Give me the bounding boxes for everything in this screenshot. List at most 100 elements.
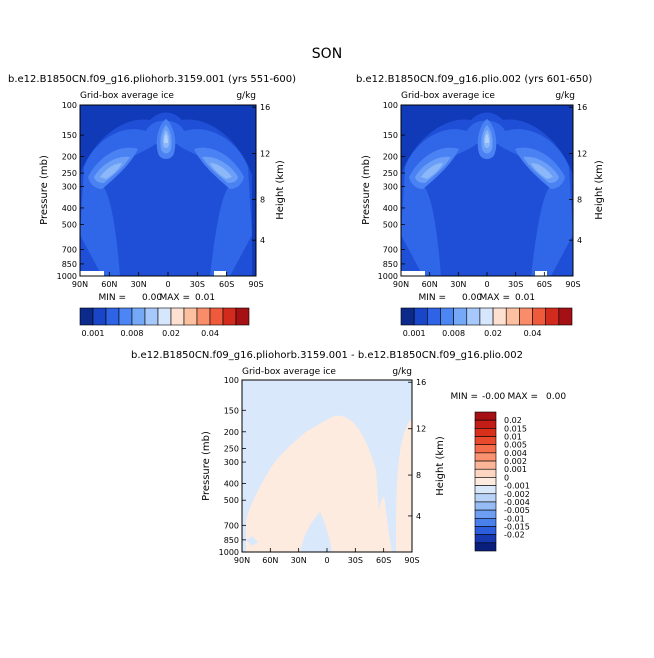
height-tick-label: 8	[416, 471, 421, 480]
colorbar-swatch	[209, 307, 224, 326]
colorbar-label: 0.001	[82, 329, 105, 338]
y-tick-label: 1000	[378, 272, 398, 281]
panel-c-units: g/kg	[392, 367, 412, 377]
colorbar-swatch	[519, 307, 533, 326]
panel-c-yticks: 100 150 200 250 300 400 500 700 850 1000	[219, 376, 246, 557]
height-tick-label: 8	[260, 196, 265, 205]
y-tick-label: 200	[62, 152, 77, 161]
panel-a-max-label: MAX =	[160, 293, 191, 303]
colorbar-swatch	[474, 444, 497, 454]
y-tick-label: 400	[62, 204, 77, 213]
colorbar-label: -0.002	[504, 490, 530, 499]
colorbar-label: -0.01	[504, 514, 525, 523]
panel-b-max-value: 0.01	[515, 293, 535, 303]
x-tick-label: 30S	[348, 556, 363, 565]
colorbar-swatch	[474, 542, 497, 552]
y-tick-label: 250	[62, 169, 77, 178]
x-tick-label: 0	[165, 280, 170, 289]
height-tick-label: 12	[260, 149, 270, 158]
colorbar-swatch	[474, 460, 497, 470]
colorbar-label: 0.004	[504, 449, 527, 458]
colorbar-label: -0.015	[504, 522, 530, 531]
colorbar-swatch	[466, 307, 481, 326]
panel-b-units: g/kg	[555, 91, 575, 101]
panel-b-variable: Grid-box average ice	[401, 91, 495, 101]
panel-c-heatmap	[242, 380, 412, 552]
panel-c-max-label: MAX =	[508, 392, 539, 402]
panel-c-title: b.e12.B1850CN.f09_g16.pliohorb.3159.001 …	[131, 350, 523, 361]
colorbar-swatch	[474, 485, 497, 495]
colorbar-label: 0.02	[504, 416, 522, 425]
panel-a-title: b.e12.B1850CN.f09_g16.pliohorb.3159.001 …	[8, 74, 296, 85]
colorbar-swatch	[474, 501, 497, 511]
colorbar-swatch	[474, 517, 497, 527]
panel-a: b.e12.B1850CN.f09_g16.pliohorb.3159.001 …	[8, 74, 296, 338]
panel-a-heatmap	[80, 105, 256, 276]
panel-c-hticks: 16 12 8 4	[408, 378, 426, 521]
colorbar-swatch	[170, 307, 185, 326]
x-tick-label: 0	[324, 556, 329, 565]
panel-c-min-label: MIN =	[450, 392, 478, 402]
colorbar-label: -0.004	[504, 498, 530, 507]
colorbar-swatch	[474, 419, 497, 429]
x-tick-label: 60N	[101, 280, 117, 289]
y-tick-label: 1000	[57, 272, 77, 281]
colorbar-swatch	[413, 307, 428, 326]
colorbar-swatch	[453, 307, 468, 326]
colorbar-label: 0.002	[504, 457, 527, 466]
colorbar-label: -0.02	[504, 531, 525, 540]
x-tick-label: 30S	[508, 280, 523, 289]
colorbar-swatch	[105, 307, 120, 326]
y-tick-label: 700	[383, 246, 398, 255]
y-tick-label: 850	[62, 260, 77, 269]
height-tick-label: 16	[577, 103, 587, 112]
colorbar-label: 0.02	[162, 329, 180, 338]
season-title: SON	[312, 46, 342, 62]
y-tick-label: 300	[62, 183, 77, 192]
y-tick-label: 100	[383, 101, 398, 110]
panel-b-xticks: 90N 60N 30N 0 30S 60S 90S	[393, 272, 581, 289]
colorbar-swatch	[474, 468, 497, 478]
colorbar-swatch	[474, 526, 497, 535]
panel-a-ylabel: Pressure (mb)	[39, 155, 50, 225]
colorbar-label: -0.001	[504, 482, 530, 491]
panel-a-y2label: Height (km)	[275, 160, 286, 220]
colorbar-label: 0.015	[504, 424, 527, 433]
colorbar-label: 0.02	[484, 329, 502, 338]
panel-c-xticks: 90N 60N 30N 0 30S 60S 90S	[234, 548, 420, 565]
panel-a-yticks: 100 150 200 250 300 400 500 700 850 1000	[57, 101, 84, 281]
colorbar-swatch	[157, 307, 172, 326]
x-tick-label: 90S	[248, 280, 263, 289]
x-tick-label: 90N	[393, 280, 409, 289]
colorbar-swatch	[183, 307, 198, 326]
colorbar-swatch	[144, 307, 159, 326]
height-tick-label: 4	[260, 236, 265, 245]
x-tick-label: 0	[484, 280, 489, 289]
y-tick-label: 150	[383, 131, 398, 140]
colorbar-swatch	[235, 307, 250, 326]
y-tick-label: 250	[224, 444, 239, 453]
y-tick-label: 1000	[219, 548, 239, 557]
colorbar-label: 0.008	[121, 329, 144, 338]
x-tick-label: 60S	[376, 556, 391, 565]
panel-b-min-label: MIN =	[418, 293, 446, 303]
panel-a-variable: Grid-box average ice	[80, 91, 174, 101]
panel-c: b.e12.B1850CN.f09_g16.pliohorb.3159.001 …	[131, 350, 566, 565]
height-tick-label: 4	[416, 512, 421, 521]
x-tick-label: 60S	[537, 280, 552, 289]
panel-c-variable: Grid-box average ice	[242, 367, 336, 377]
colorbar-swatch	[118, 307, 133, 326]
x-tick-label: 90S	[404, 556, 419, 565]
height-tick-label: 16	[260, 103, 270, 112]
x-tick-label: 30N	[291, 556, 307, 565]
colorbar-swatch	[474, 452, 497, 462]
x-tick-label: 60N	[422, 280, 438, 289]
height-tick-label: 16	[416, 378, 426, 387]
y-tick-label: 300	[224, 458, 239, 467]
y-tick-label: 850	[224, 536, 239, 545]
y-tick-label: 200	[224, 428, 239, 437]
y-tick-label: 400	[224, 480, 239, 489]
panel-b-hticks: 16 12 8 4	[569, 103, 587, 245]
y-tick-label: 400	[383, 204, 398, 213]
